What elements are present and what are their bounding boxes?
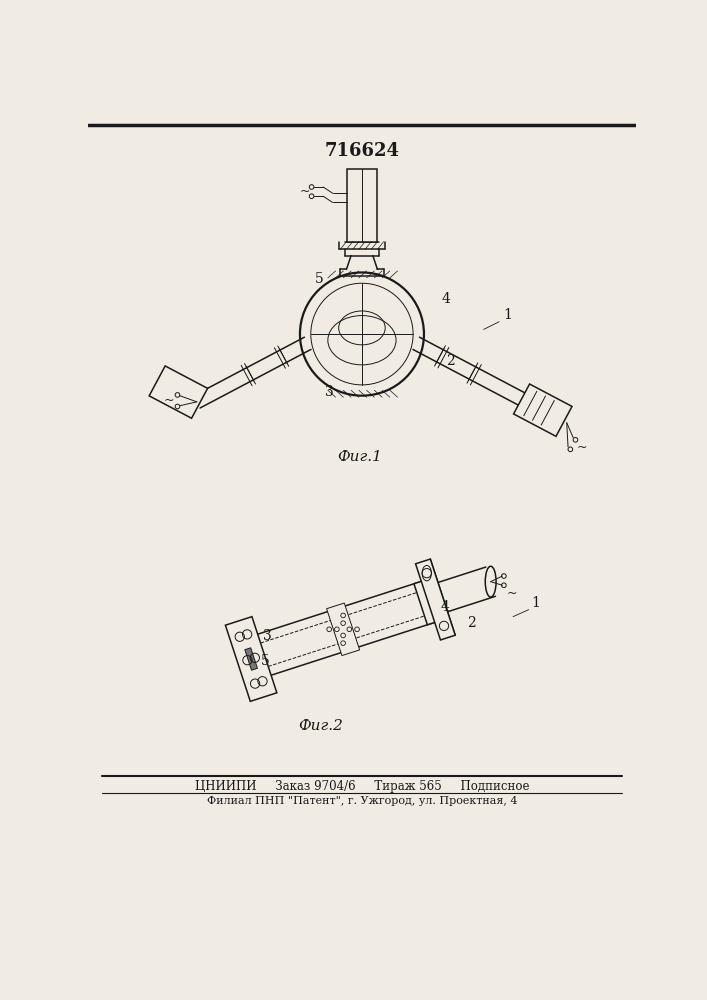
Text: 716624: 716624	[325, 142, 399, 160]
Text: ~: ~	[576, 440, 587, 453]
Polygon shape	[414, 559, 455, 635]
Text: ЦНИИПИ     Заказ 9704/6     Тираж 565     Подписное: ЦНИИПИ Заказ 9704/6 Тираж 565 Подписное	[194, 780, 530, 793]
Polygon shape	[416, 559, 455, 640]
Text: ~: ~	[506, 586, 517, 599]
Text: 2: 2	[446, 354, 455, 368]
Text: 3: 3	[325, 385, 334, 399]
Ellipse shape	[485, 566, 496, 597]
Text: ~: ~	[299, 185, 310, 198]
Text: 4: 4	[441, 600, 450, 614]
Text: 5: 5	[260, 654, 269, 668]
Text: 1: 1	[504, 308, 513, 322]
Polygon shape	[226, 617, 277, 701]
Text: Филиал ПНП "Патент", г. Ужгород, ул. Проектная, 4: Филиал ПНП "Патент", г. Ужгород, ул. Про…	[206, 796, 518, 806]
Text: 1: 1	[532, 596, 541, 610]
Text: Фиг.2: Фиг.2	[298, 719, 344, 733]
Polygon shape	[245, 648, 257, 670]
Text: ~: ~	[164, 394, 174, 407]
Polygon shape	[327, 603, 360, 656]
Polygon shape	[347, 169, 377, 242]
Polygon shape	[149, 366, 208, 418]
Text: 2: 2	[467, 616, 475, 630]
Text: 4: 4	[442, 292, 450, 306]
Polygon shape	[513, 384, 572, 436]
Ellipse shape	[300, 272, 424, 396]
Text: 5: 5	[315, 272, 323, 286]
Text: 3: 3	[263, 629, 271, 643]
Text: Фиг.1: Фиг.1	[337, 450, 382, 464]
